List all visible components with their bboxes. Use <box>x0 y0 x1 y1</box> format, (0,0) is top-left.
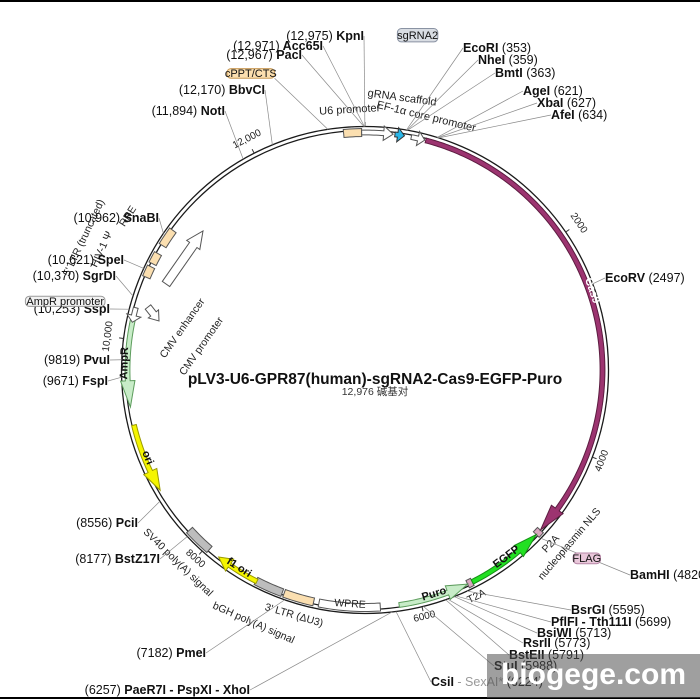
svg-text:(10,962) SnaBI: (10,962) SnaBI <box>74 211 159 225</box>
svg-text:(12,170) BbvCI: (12,170) BbvCI <box>179 83 265 97</box>
svg-text:(10,621) SpeI: (10,621) SpeI <box>48 253 124 267</box>
svg-text:sgRNA2: sgRNA2 <box>397 30 438 42</box>
svg-text:(9819) PvuI: (9819) PvuI <box>44 353 110 367</box>
svg-text:(6257) PaeR7I - PspXI - XhoI: (6257) PaeR7I - PspXI - XhoI <box>85 683 250 697</box>
svg-text:(8177) BstZ17I: (8177) BstZ17I <box>75 552 160 566</box>
svg-text:10,000: 10,000 <box>101 320 116 352</box>
svg-text:FLAG: FLAG <box>572 553 601 565</box>
svg-text:BmtI (363): BmtI (363) <box>495 66 555 80</box>
svg-text:EcoRV (2497): EcoRV (2497) <box>605 271 685 285</box>
svg-text:WPRE: WPRE <box>334 597 366 611</box>
svg-text:2000: 2000 <box>568 211 590 236</box>
svg-text:(9671) FspI: (9671) FspI <box>43 374 108 388</box>
svg-text:f1 ori: f1 ori <box>224 555 253 580</box>
svg-text:EGFP: EGFP <box>491 543 522 571</box>
svg-text:4000: 4000 <box>593 448 611 473</box>
svg-text:AmpR: AmpR <box>118 347 131 380</box>
svg-text:NheI (359): NheI (359) <box>478 53 538 67</box>
svg-text:AfeI (634): AfeI (634) <box>551 108 607 122</box>
svg-text:(8556) PciI: (8556) PciI <box>76 516 138 530</box>
svg-text:12,976 碱基对: 12,976 碱基对 <box>342 385 409 398</box>
svg-text:cPPT/CTS: cPPT/CTS <box>225 68 277 80</box>
svg-text:6000: 6000 <box>412 609 437 625</box>
svg-text:(7182) PmeI: (7182) PmeI <box>137 646 207 660</box>
svg-text:BamHI (4820): BamHI (4820) <box>630 568 700 582</box>
svg-text:(12,967) PacI: (12,967) PacI <box>226 48 302 62</box>
svg-text:(10,370) SgrDI: (10,370) SgrDI <box>33 269 116 283</box>
svg-text:AmpR promoter: AmpR promoter <box>26 296 104 308</box>
svg-text:(11,894) NotI: (11,894) NotI <box>152 104 225 118</box>
svg-text:ori: ori <box>139 449 155 467</box>
